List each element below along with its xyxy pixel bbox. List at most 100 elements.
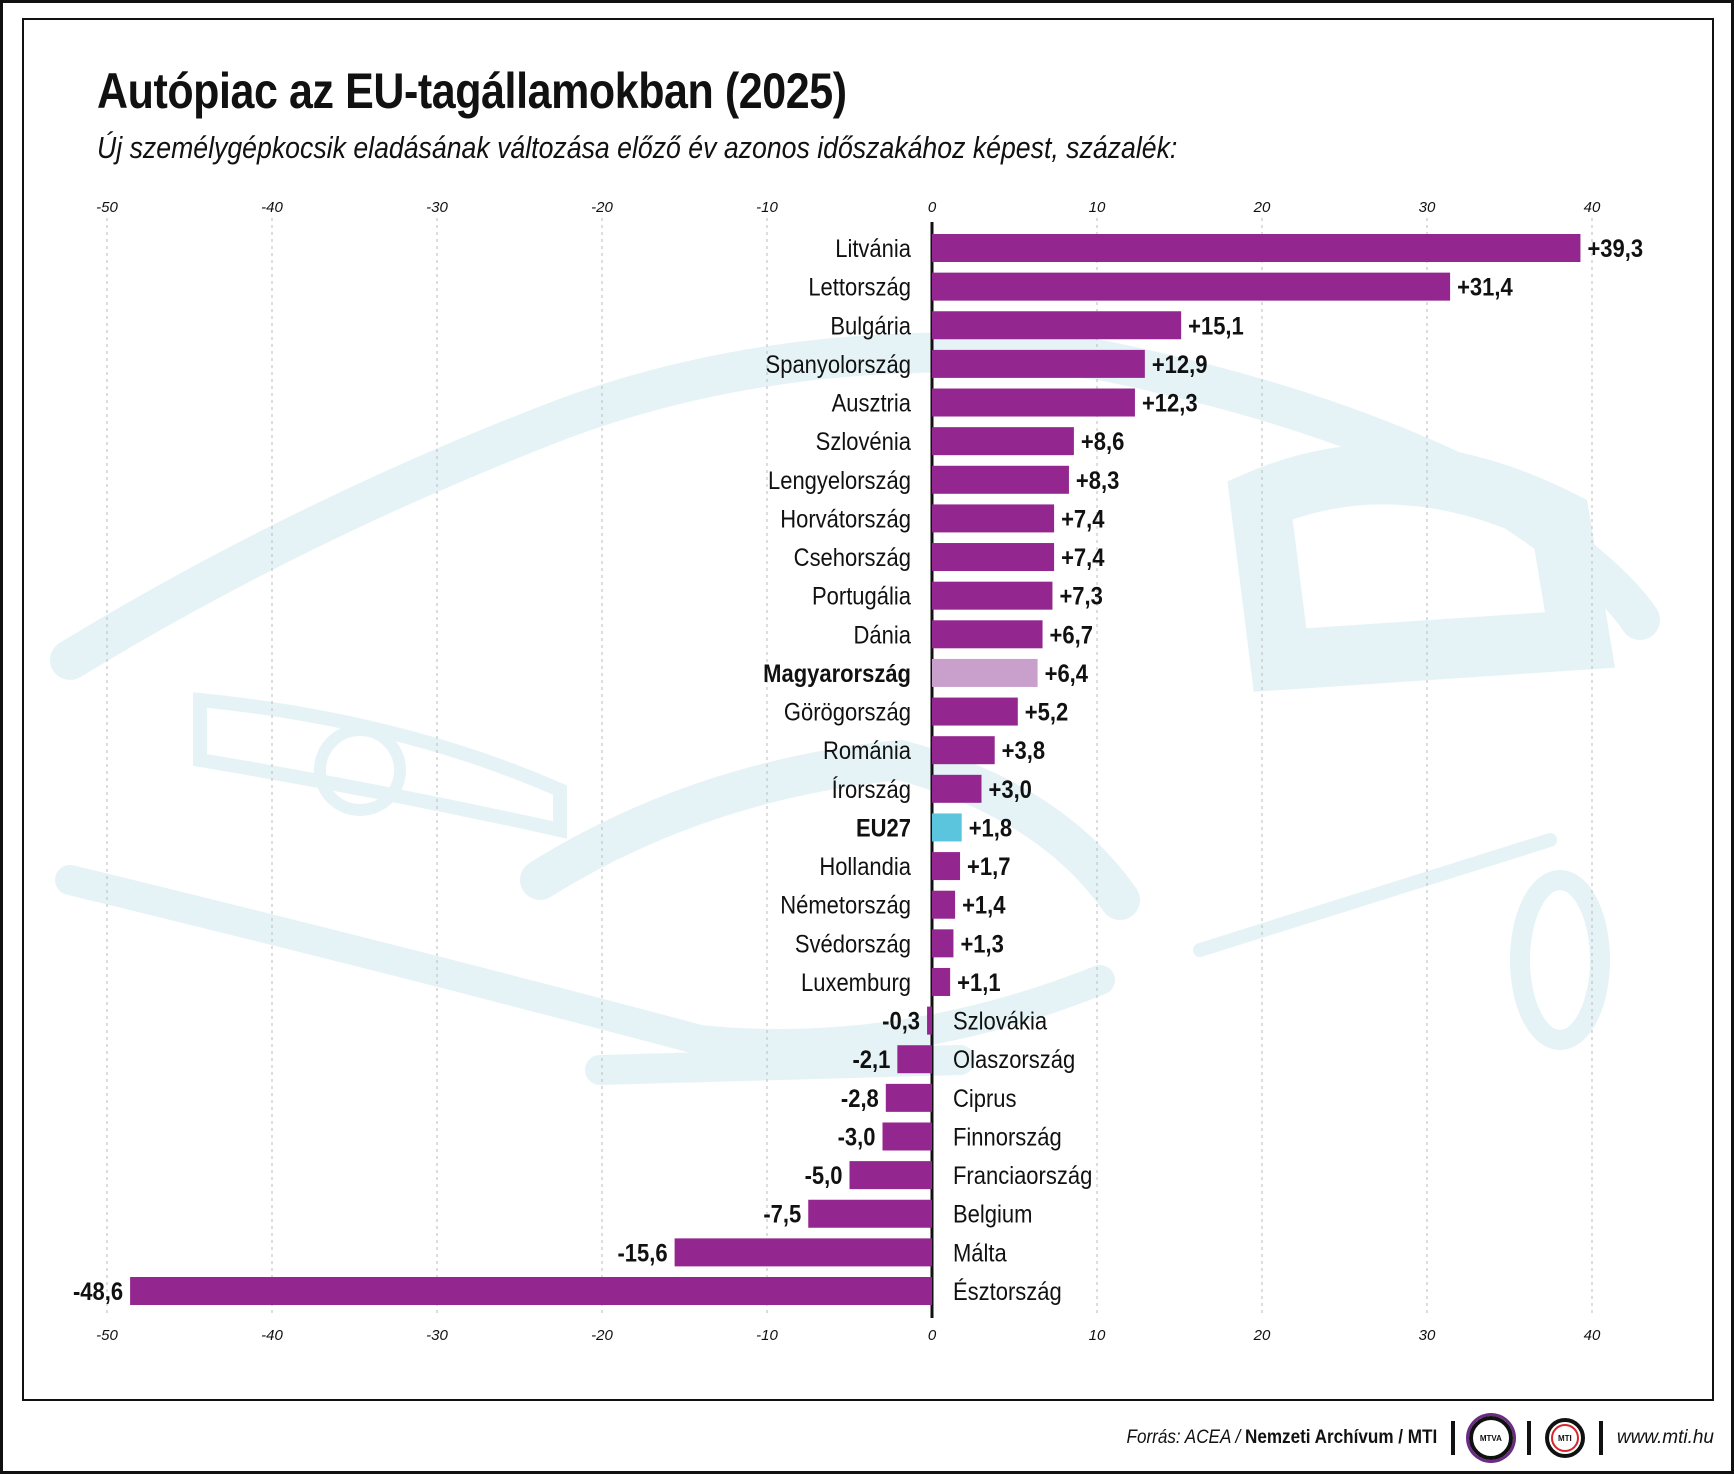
bar-luxemburg (932, 967, 951, 996)
category-label: EU27 (856, 814, 911, 842)
value-label: +6,7 (1050, 621, 1093, 649)
website-url: www.mti.hu (1616, 1427, 1714, 1448)
category-label: Németország (780, 891, 911, 919)
value-label: +1,4 (962, 891, 1005, 919)
category-label: Ausztria (832, 389, 912, 417)
tick-labels: -50 -50 -40 -40 -30 -30 -20 -20 -10 -10 0 0 10 10 20 20… (96, 199, 1601, 1344)
mtva-logo: MTVA (1468, 1416, 1513, 1460)
car-outline-stroke (1193, 833, 1557, 957)
value-labels: +39,3 +31,4 +15,1 +12,9 +12,3 +8,6 +8,3 +7,4 +7,… (73, 235, 1643, 1306)
bar-belgium (808, 1199, 932, 1228)
bar-írország (932, 774, 982, 803)
value-label: +1,8 (969, 814, 1012, 842)
bars (130, 234, 1581, 1306)
value-label: -48,6 (73, 1278, 123, 1306)
bar-horvátország (932, 504, 1055, 533)
x-tick-label: 0 (928, 199, 937, 216)
value-label: +3,8 (1002, 737, 1045, 765)
chart-subtitle: Új személygépkocsik eladásának változása… (97, 130, 1178, 165)
bar-csehország (932, 543, 1055, 572)
category-label: Dánia (854, 621, 912, 649)
footer: Forrás: ACEA / Nemzeti Archívum / MTI MT… (1092, 1416, 1714, 1460)
value-label: -2,8 (841, 1085, 879, 1113)
bar-dánia (932, 620, 1043, 649)
source-bold: Nemzeti Archívum / MTI (1244, 1427, 1437, 1448)
value-label: +3,0 (989, 776, 1032, 804)
bar-szlovákia (927, 1006, 932, 1035)
car-wheel-shape (1510, 870, 1610, 1050)
x-tick-label: 30 (1419, 1327, 1436, 1344)
separator (1526, 1421, 1531, 1455)
bar-finnország (882, 1122, 932, 1151)
bar-németország (932, 890, 956, 919)
category-label: Magyarország (763, 660, 911, 688)
chart-title: Autópiac az EU-tagállamokban (2025) (97, 63, 847, 119)
bar-spanyolország (932, 349, 1145, 378)
bar-lengyelország (932, 465, 1069, 494)
category-label: Lettország (808, 273, 911, 301)
x-tick-label: 20 (1253, 1327, 1271, 1344)
bar-bulgária (932, 311, 1182, 340)
separator (1450, 1421, 1455, 1455)
bar-ciprus (885, 1083, 932, 1112)
value-label: +8,3 (1076, 466, 1119, 494)
x-tick-label: 40 (1584, 1327, 1601, 1344)
bar-hollandia (932, 852, 961, 881)
category-label: Ciprus (953, 1085, 1017, 1113)
bar-svédország (932, 929, 954, 958)
category-label: Lengyelország (768, 466, 911, 494)
bar-ausztria (932, 388, 1135, 417)
x-tick-label: -30 (426, 199, 448, 216)
bar-lettország (932, 272, 1451, 301)
source-text: Forrás: ACEA / Nemzeti Archívum / MTI (1126, 1427, 1437, 1449)
category-label: Írország (832, 776, 911, 804)
category-label: Horvátország (780, 505, 911, 533)
value-label: -2,1 (852, 1046, 890, 1074)
value-label: +5,2 (1025, 698, 1068, 726)
car-outline-stroke (55, 865, 1115, 1059)
x-tick-label: -50 (96, 1327, 118, 1344)
value-label: +1,7 (967, 853, 1010, 881)
bar-románia (932, 736, 995, 765)
car-outline-stroke (520, 739, 1140, 920)
value-label: +7,4 (1061, 505, 1104, 533)
gridlines (106, 218, 1593, 1318)
bar-málta (674, 1238, 932, 1267)
value-label: +39,3 (1587, 235, 1643, 263)
car-emblem-shape (314, 724, 406, 816)
category-labels: Litvánia Lettország Bulgária Spanyolország A… (763, 235, 1092, 1306)
value-label: -5,0 (805, 1162, 843, 1190)
category-label: Málta (953, 1239, 1008, 1267)
value-label: +8,6 (1081, 428, 1124, 456)
car-outline-stroke (193, 692, 567, 839)
x-tick-label: -40 (261, 199, 283, 216)
x-tick-label: -30 (426, 1327, 448, 1344)
x-tick-label: -50 (96, 199, 118, 216)
x-tick-label: -20 (591, 1327, 613, 1344)
chart-frame (22, 18, 1714, 1401)
category-label: Olaszország (953, 1046, 1075, 1074)
bar-franciaország (849, 1161, 932, 1190)
value-label: +15,1 (1188, 312, 1244, 340)
mti-logo-text: MTI (1550, 1424, 1579, 1452)
x-tick-label: -10 (756, 199, 778, 216)
value-label: +7,4 (1061, 544, 1104, 572)
bar-olaszország (897, 1045, 932, 1074)
x-tick-label: -10 (756, 1327, 778, 1344)
bar-portugália (932, 581, 1053, 610)
x-tick-label: 20 (1253, 199, 1271, 216)
category-label: Litvánia (835, 235, 912, 263)
bar-szlovénia (932, 427, 1074, 456)
x-tick-label: -40 (261, 1327, 283, 1344)
value-label: -15,6 (617, 1239, 667, 1267)
category-label: Csehország (794, 544, 911, 572)
value-label: +12,3 (1142, 389, 1198, 417)
category-label: Svédország (795, 930, 911, 958)
car-outline-stroke (1227, 444, 1616, 692)
bar-litvánia (932, 234, 1581, 262)
value-label: +1,3 (960, 930, 1003, 958)
bar-eu27 (932, 813, 962, 842)
mti-logo: MTI (1544, 1418, 1585, 1458)
